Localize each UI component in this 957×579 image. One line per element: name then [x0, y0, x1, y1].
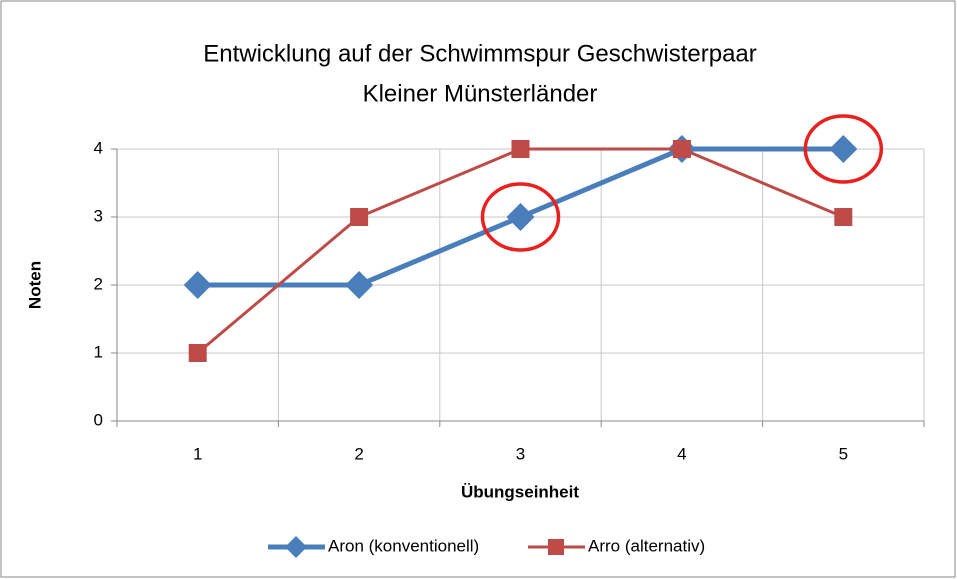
marker-diamond	[829, 135, 858, 163]
legend-marker	[285, 536, 307, 558]
y-axis-label: Noten	[25, 261, 44, 309]
y-tick-label: 4	[94, 138, 103, 157]
x-tick-label: 3	[516, 444, 525, 463]
marker-square	[350, 208, 369, 226]
marker-diamond	[183, 271, 212, 299]
legend-label: Arro (alternativ)	[588, 536, 705, 555]
y-tick-label: 0	[94, 410, 103, 429]
y-tick-label: 1	[94, 342, 103, 361]
chart-title: Kleiner Münsterländer	[363, 80, 598, 107]
marker-square	[834, 208, 853, 226]
marker-square	[511, 140, 530, 158]
highlight-circle	[803, 114, 884, 184]
marker-diamond	[345, 271, 374, 299]
marker-square	[188, 344, 207, 362]
y-tick-label: 3	[94, 206, 103, 225]
legend-marker	[548, 539, 564, 555]
x-tick-label: 1	[193, 444, 202, 463]
x-tick-label: 4	[677, 444, 686, 463]
highlight-circle	[480, 182, 561, 252]
chart-title: Entwicklung auf der Schwimmspur Geschwis…	[203, 40, 757, 67]
x-tick-label: 5	[839, 444, 848, 463]
y-tick-label: 2	[94, 274, 103, 293]
marker-square	[672, 140, 691, 158]
legend-label: Aron (konventionell)	[328, 536, 479, 555]
x-tick-label: 2	[354, 444, 363, 463]
x-axis-label: Übungseinheit	[461, 482, 579, 501]
marker-diamond	[506, 203, 535, 231]
